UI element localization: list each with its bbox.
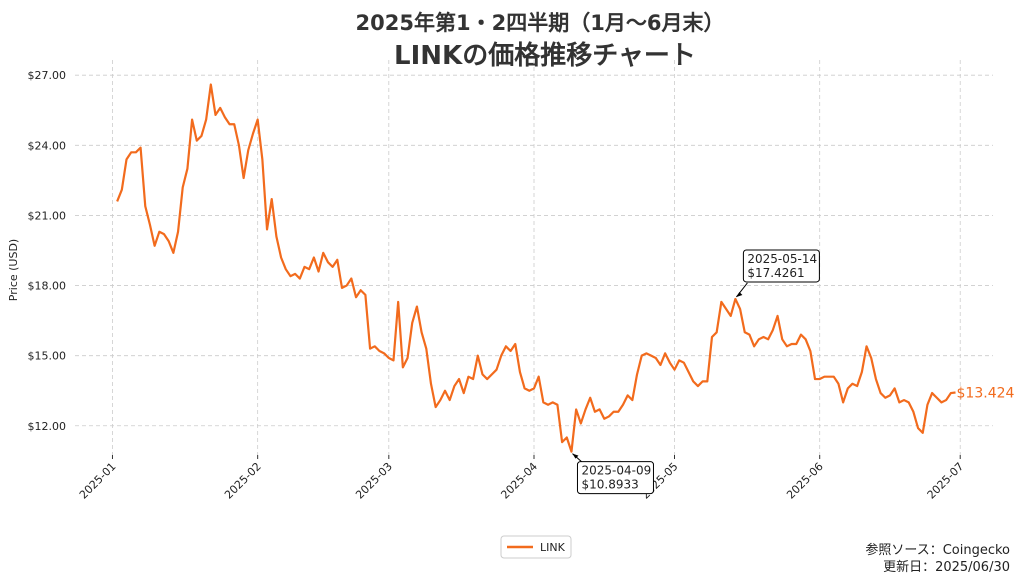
x-tick-label: 2025-06 [784,460,826,502]
y-tick-label: $15.00 [28,350,67,363]
arrow-head [736,291,743,297]
x-tick-label: 2025-04 [498,460,540,502]
update-text: 更新日：2025/06/30 [883,559,1010,575]
y-tick-label: $12.00 [28,420,67,433]
chart-title: 2025年第1・2四半期（1月〜6月末） [356,11,725,35]
x-tick-label: 2025-03 [353,460,395,502]
end-label: $13.424 [957,386,1015,402]
price-line [116,83,956,453]
y-tick-label: $18.00 [28,280,67,293]
chart-subtitle: LINKの価格推移チャート [394,40,696,71]
source-text: 参照ソース：Coingecko [865,542,1010,558]
legend-box [500,535,572,559]
y-tick-label: $24.00 [28,139,67,152]
annotation-text: $10.8933 [581,478,638,492]
annotation-text: 2025-04-09 [581,464,651,478]
arrow-head [572,453,579,459]
y-tick-label: $21.00 [28,209,67,222]
annotation-box [742,249,820,283]
annotation-text: 2025-05-14 [747,252,817,266]
x-tick-label: 2025-02 [222,460,264,502]
annotation-text: $17.4261 [747,266,804,280]
y-tick-label: $27.00 [28,69,67,82]
legend: LINK [500,535,572,559]
x-tick-label: 2025-07 [925,460,967,502]
x-tick-label: 2025-01 [77,460,119,502]
legend-label: LINK [540,541,566,554]
y-axis-label: Price (USD) [7,239,20,301]
annotation-box [576,461,654,495]
